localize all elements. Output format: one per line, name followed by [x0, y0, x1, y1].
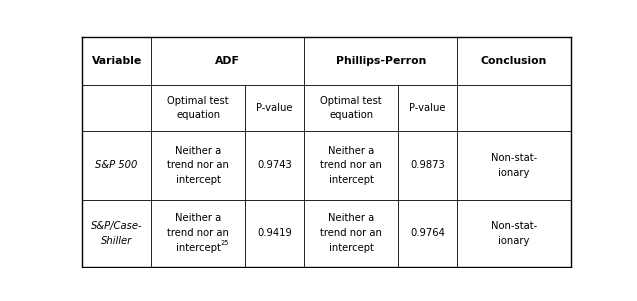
Text: S&P/Case-
Shiller: S&P/Case- Shiller: [91, 221, 143, 246]
Text: Optimal test
equation: Optimal test equation: [168, 96, 229, 120]
Text: P-value: P-value: [256, 103, 293, 113]
Text: Non-stat-
ionary: Non-stat- ionary: [491, 153, 537, 178]
Text: Optimal test
equation: Optimal test equation: [320, 96, 382, 120]
Text: S&P 500: S&P 500: [96, 160, 138, 170]
Text: 0.9764: 0.9764: [410, 228, 445, 238]
Text: 0.9419: 0.9419: [257, 228, 292, 238]
Text: Variable: Variable: [92, 56, 142, 66]
Text: Neither a
trend nor an
intercept: Neither a trend nor an intercept: [320, 145, 382, 185]
Text: Conclusion: Conclusion: [481, 56, 547, 66]
Text: ADF: ADF: [215, 56, 240, 66]
Text: Neither a
trend nor an
intercept: Neither a trend nor an intercept: [320, 213, 382, 253]
Text: 0.9873: 0.9873: [410, 160, 445, 170]
Text: P-value: P-value: [410, 103, 446, 113]
Text: Neither a
trend nor an
intercept: Neither a trend nor an intercept: [167, 145, 229, 185]
Text: Non-stat-
ionary: Non-stat- ionary: [491, 221, 537, 246]
Text: 0.9743: 0.9743: [257, 160, 292, 170]
Text: Neither a
trend nor an
intercept: Neither a trend nor an intercept: [167, 213, 229, 253]
Text: Phillips-Perron: Phillips-Perron: [336, 56, 426, 66]
Text: 25: 25: [220, 240, 229, 246]
